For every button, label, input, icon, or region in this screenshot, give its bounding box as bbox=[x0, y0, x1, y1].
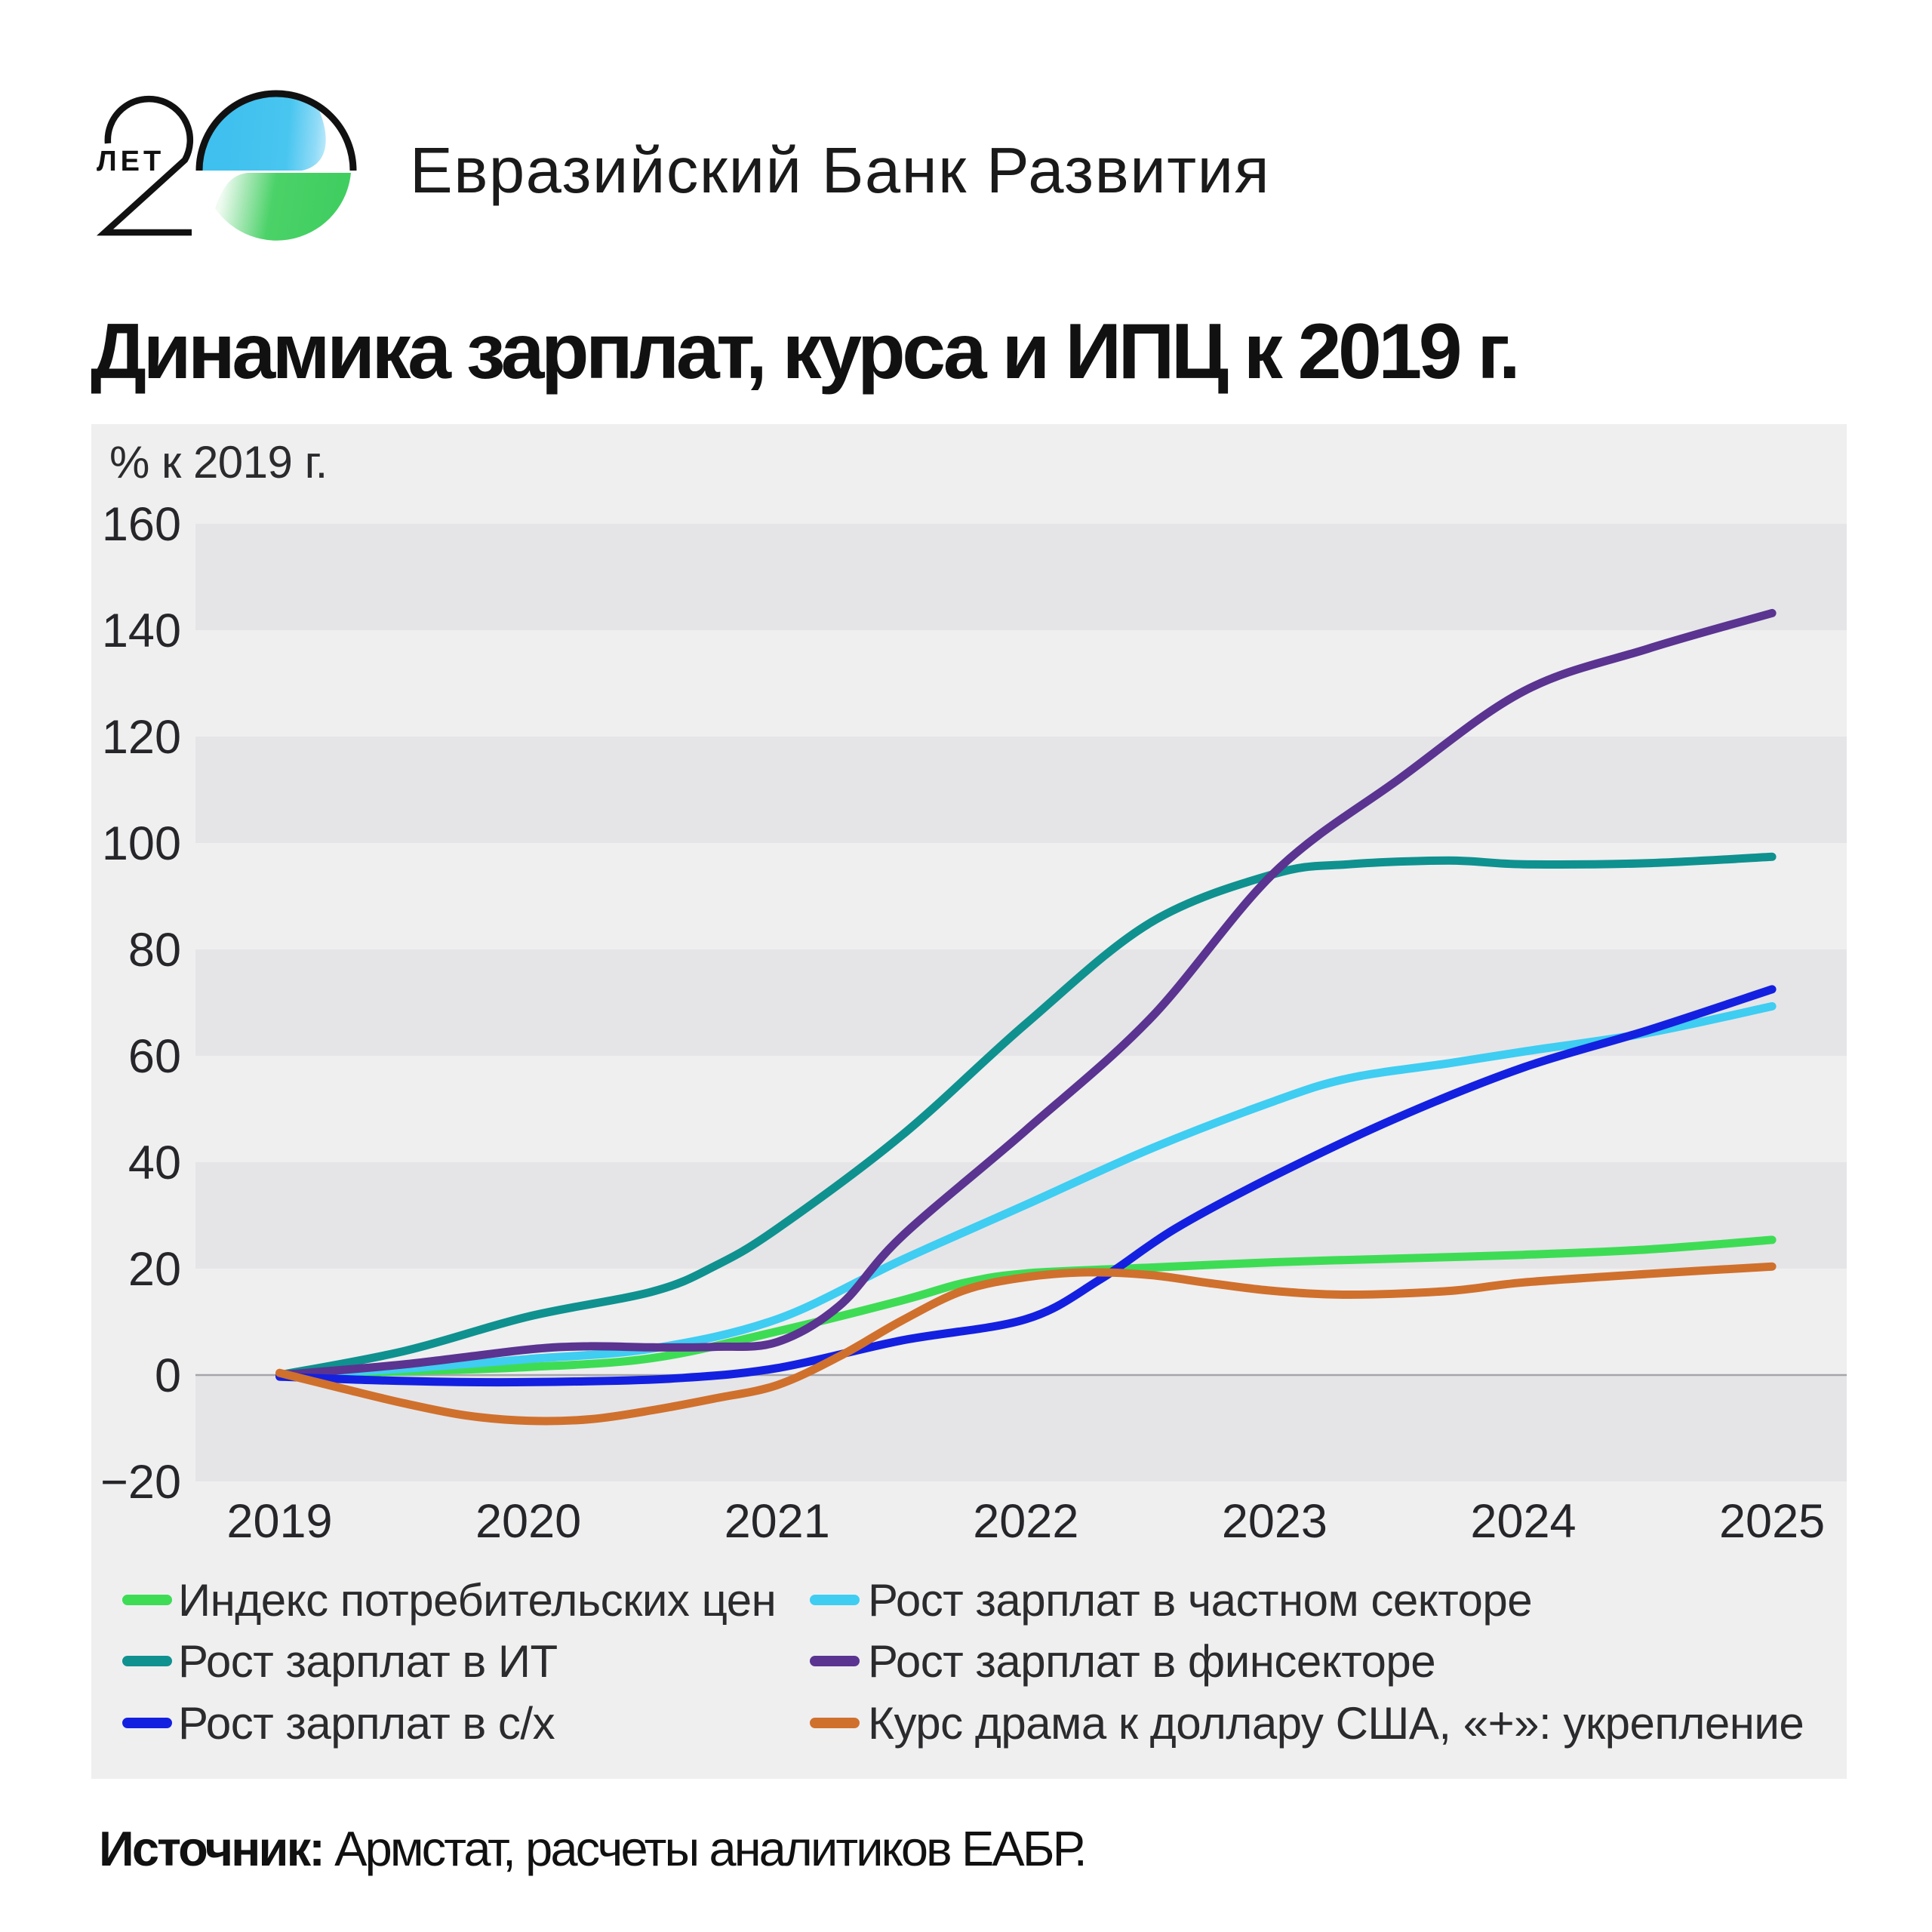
svg-text:2023: 2023 bbox=[1222, 1495, 1327, 1548]
svg-text:Рост зарплат в с/х: Рост зарплат в с/х bbox=[178, 1698, 555, 1749]
svg-text:2021: 2021 bbox=[724, 1495, 830, 1548]
svg-text:20: 20 bbox=[128, 1243, 181, 1296]
svg-text:Динамика зарплат, курса и ИПЦ: Динамика зарплат, курса и ИПЦ к 2019 г. bbox=[91, 308, 1517, 395]
svg-text:Рост зарплат в финсекторе: Рост зарплат в финсекторе bbox=[868, 1636, 1435, 1687]
svg-text:80: 80 bbox=[128, 924, 181, 977]
svg-text:Рост зарплат в частном секторе: Рост зарплат в частном секторе bbox=[868, 1575, 1532, 1626]
svg-text:40: 40 bbox=[128, 1137, 181, 1189]
svg-text:2019: 2019 bbox=[226, 1495, 332, 1548]
svg-text:160: 160 bbox=[102, 498, 181, 551]
svg-text:Источник: Армстат, расчеты ана: Источник: Армстат, расчеты аналитиков ЕА… bbox=[99, 1821, 1085, 1876]
svg-text:2022: 2022 bbox=[973, 1495, 1078, 1548]
svg-text:100: 100 bbox=[102, 817, 181, 870]
svg-text:−20: −20 bbox=[100, 1456, 181, 1509]
svg-text:2024: 2024 bbox=[1470, 1495, 1576, 1548]
svg-text:ЛЕТ: ЛЕТ bbox=[97, 146, 165, 177]
svg-text:Евразийский Банк Развития: Евразийский Банк Развития bbox=[410, 135, 1270, 207]
svg-text:120: 120 bbox=[102, 711, 181, 764]
svg-text:2020: 2020 bbox=[475, 1495, 581, 1548]
svg-text:% к 2019 г.: % к 2019 г. bbox=[109, 437, 328, 488]
svg-text:Курс драма к доллару США, «+»:: Курс драма к доллару США, «+»: укреплени… bbox=[868, 1698, 1804, 1749]
svg-text:Индекс потребительских цен: Индекс потребительских цен bbox=[178, 1575, 776, 1626]
svg-text:Рост зарплат в ИТ: Рост зарплат в ИТ bbox=[178, 1636, 558, 1687]
svg-text:60: 60 bbox=[128, 1030, 181, 1083]
svg-text:0: 0 bbox=[155, 1349, 181, 1402]
svg-text:2025: 2025 bbox=[1719, 1495, 1825, 1548]
svg-text:140: 140 bbox=[102, 605, 181, 657]
